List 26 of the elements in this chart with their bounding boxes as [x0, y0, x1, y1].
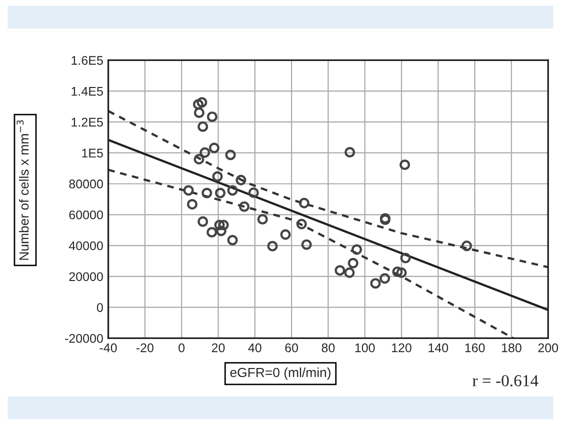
x-tick-label: 0	[178, 343, 185, 352]
x-tick-label: 80	[322, 343, 335, 352]
y-tick-label: 0	[96, 303, 103, 312]
y-tick-label: 1.4E5	[72, 87, 103, 96]
x-tick-label: 120	[392, 343, 412, 352]
x-tick-label: 140	[428, 343, 448, 352]
y-tick-label: 1.2E5	[72, 118, 103, 127]
y-tick-label: 80000	[69, 180, 103, 188]
y-tick-label: 1.6E5	[72, 56, 103, 65]
x-tick-label: 180	[502, 343, 522, 352]
y-tick-label: -20000	[65, 334, 103, 343]
text: r = -0.614	[472, 375, 538, 386]
x-tick-label: 60	[285, 343, 298, 352]
x-tick-label: 20	[212, 343, 225, 352]
x-tick-label: -20	[136, 343, 154, 352]
y-tick-label: 60000	[69, 210, 103, 220]
x-tick-label: 100	[355, 343, 375, 352]
x-tick-label: -40	[100, 343, 117, 352]
y-tick-label: 1E5	[82, 148, 103, 158]
y-tick-label: 20000	[69, 272, 103, 282]
x-tick-label: 200	[538, 343, 558, 352]
x-tick-label: 160	[465, 343, 485, 352]
y-tick-label: 40000	[68, 241, 103, 250]
x-tick-label: 40	[248, 343, 262, 352]
y-axis-title: Number of cells x mm$^{−3}$	[16, 120, 29, 260]
x-axis-title: eGFR=0 (ml/min)	[230, 367, 330, 380]
